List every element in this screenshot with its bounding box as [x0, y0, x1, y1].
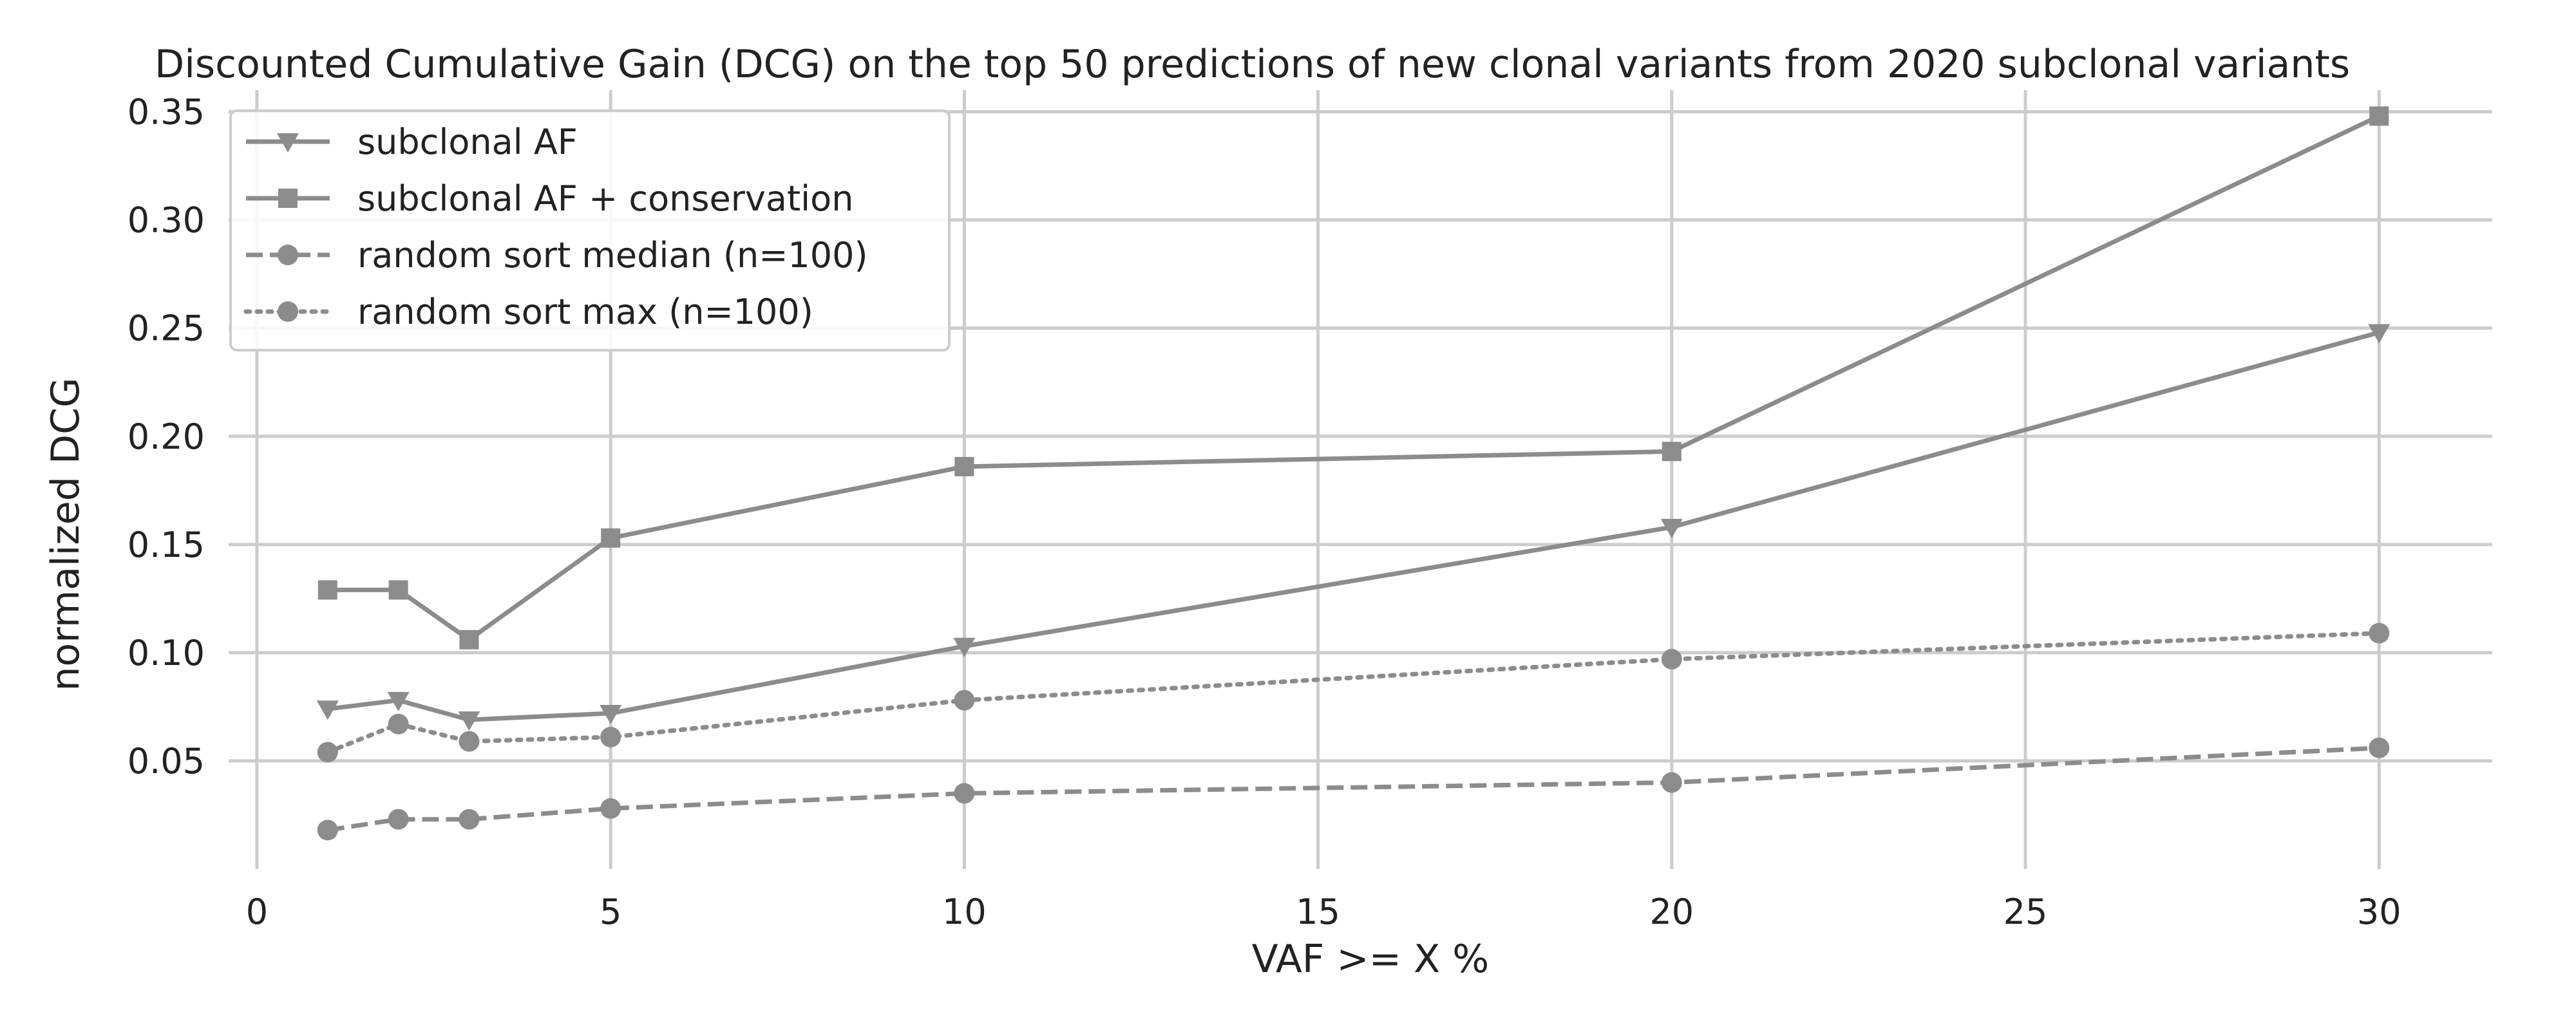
marker-circle: [388, 809, 409, 830]
y-tick-label: 0.20: [128, 417, 205, 457]
legend-item: random sort max (n=100): [243, 292, 813, 332]
marker-square: [317, 580, 337, 600]
y-tick-labels: 0.05 0.10 0.15 0.20 0.25 0.30 0.35: [128, 92, 205, 782]
x-tick-label: 10: [942, 892, 987, 932]
marker-circle: [600, 726, 621, 747]
x-tick-label: 20: [1649, 892, 1694, 932]
marker-circle: [2369, 737, 2390, 758]
marker-circle: [1661, 648, 1682, 670]
legend-label: subclonal AF: [357, 122, 578, 162]
marker-triangle-down: [277, 133, 299, 153]
marker-square: [954, 456, 974, 476]
marker-triangle-down: [458, 711, 480, 731]
x-axis-label: VAF >= X %: [1252, 937, 1490, 982]
x-tick-label: 5: [600, 892, 621, 932]
marker-triangle-down: [316, 700, 339, 720]
marker-circle: [600, 798, 621, 819]
y-tick-label: 0.10: [128, 633, 205, 673]
marker-circle: [317, 819, 338, 841]
legend-frame: [229, 109, 951, 351]
marker-square: [601, 528, 621, 548]
legend-label: random sort median (n=100): [357, 235, 868, 276]
marker-square: [278, 189, 298, 208]
marker-triangle-down: [953, 637, 976, 657]
marker-triangle-down: [2368, 324, 2391, 344]
marker-circle: [459, 731, 480, 752]
marker-circle: [278, 245, 298, 265]
series-layer: [316, 106, 2391, 841]
y-tick-label: 0.05: [128, 741, 205, 782]
legend-item: subclonal AF: [246, 122, 578, 162]
marker-square: [459, 630, 479, 650]
marker-triangle-down: [600, 705, 622, 724]
y-axis-label: normalized DCG: [43, 377, 88, 691]
marker-circle: [317, 742, 338, 763]
series: [317, 106, 2389, 650]
series: [317, 737, 2390, 841]
marker-square: [388, 580, 408, 600]
marker-circle: [1661, 772, 1682, 793]
series: [316, 324, 2391, 731]
series-line: [327, 330, 2380, 722]
marker-circle: [954, 689, 975, 711]
x-tick-labels: 0 5 10 15 20 25 30: [246, 892, 2401, 932]
marker-circle: [459, 809, 480, 830]
x-tick-label: 30: [2357, 892, 2401, 932]
series-line: [325, 631, 2382, 754]
marker-circle: [2369, 623, 2390, 644]
x-tick-label: 15: [1296, 892, 1340, 932]
marker-square: [1662, 442, 1681, 462]
marker-triangle-down: [387, 691, 410, 711]
legend-label: subclonal AF + conservation: [357, 178, 853, 219]
y-tick-label: 0.15: [128, 525, 205, 565]
y-tick-label: 0.30: [128, 200, 205, 241]
y-tick-label: 0.25: [128, 308, 205, 349]
legend-label: random sort max (n=100): [357, 292, 813, 332]
legend-item: subclonal AF + conservation: [246, 178, 853, 219]
marker-circle: [388, 713, 409, 735]
chart-title: Discounted Cumulative Gain (DCG) on the …: [155, 42, 2350, 87]
marker-circle: [278, 301, 298, 322]
marker-circle: [954, 783, 975, 804]
marker-square: [2369, 106, 2389, 126]
series: [317, 623, 2390, 763]
legend-item: random sort median (n=100): [246, 235, 868, 276]
x-tick-label: 0: [246, 892, 268, 932]
x-tick-label: 25: [2003, 892, 2048, 932]
legend: subclonal AF subclonal AF + conservation r…: [229, 109, 951, 351]
marker-triangle-down: [1660, 518, 1683, 538]
y-tick-label: 0.35: [128, 92, 205, 133]
